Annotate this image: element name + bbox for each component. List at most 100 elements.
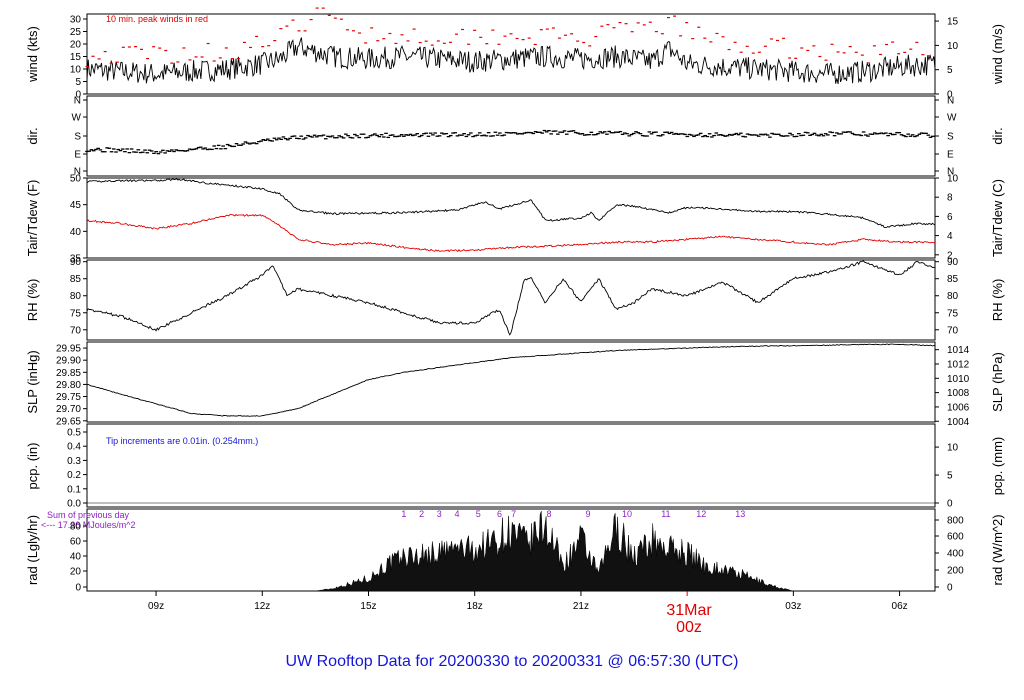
series-wind [86,37,936,85]
y-tick-label-right: E [947,150,954,161]
y-tick-label-left: 75 [70,308,82,319]
y-tick-label-left: 29.70 [56,404,81,415]
panel-frame-slp [86,341,936,423]
series-tair [86,178,936,229]
rad-marker: 6 [497,509,502,519]
rad-marker: 10 [622,509,632,519]
y-tick-label-left: 0.0 [67,499,81,510]
panel-frame-dir [86,95,936,177]
y-tick-label-left: 30 [70,15,82,26]
ylabel-slp-right: SLP (hPa) [990,352,1005,412]
y-tick-label-right: 4 [947,231,953,242]
date-label: 31Mar [666,602,712,619]
y-tick-label-right: 2 [947,250,953,261]
y-tick-label-right: 1012 [947,359,970,370]
x-tick-label: 15z [360,601,376,612]
y-tick-label-left: 29.90 [56,356,81,367]
y-tick-label-left: 29.95 [56,344,81,355]
rad-marker: 8 [547,509,552,519]
x-tick-label: 21z [573,601,589,612]
y-tick-label-left: 0 [75,583,81,594]
x-tick-label: 03z [785,601,801,612]
y-tick-label-right: N [947,167,954,178]
y-tick-label-left: 0.1 [67,484,81,495]
y-tick-label-right: 200 [947,566,964,577]
y-tick-label-left: 80 [70,291,82,302]
y-tick-label-right: 1008 [947,388,970,399]
series-slp [86,343,936,417]
panel-frame-pcp [86,423,936,508]
y-tick-label-left: 50 [70,174,82,185]
rad-marker: 13 [735,509,745,519]
y-tick-label-right: 1010 [947,374,970,385]
y-tick-label-right: 1014 [947,345,970,356]
y-tick-label-right: 70 [947,325,959,336]
rad-marker: 5 [476,509,481,519]
x-tick-label: 09z [148,601,164,612]
rad-sum-note-1: Sum of previous day [47,510,130,520]
ylabel-wind-right: wind (m/s) [990,24,1005,85]
chart-title: UW Rooftop Data for 20200330 to 20200331… [286,653,739,670]
y-tick-label-right: 600 [947,532,964,543]
ylabel-dir-left: dir. [25,127,40,144]
y-tick-label-right: 5 [947,65,953,76]
ylabel-slp-left: SLP (inHg) [25,350,40,413]
y-tick-label-left: 0.4 [67,442,81,453]
y-tick-label-left: 5 [75,77,81,88]
rad-marker: 11 [661,509,670,519]
ylabel-rh-right: RH (%) [990,279,1005,322]
ylabel-rad-right: rad (W/m^2) [990,514,1005,585]
y-tick-label-right: 0 [947,90,953,101]
y-tick-label-left: 0.5 [67,428,81,439]
y-tick-label-left: 29.65 [56,416,81,427]
ylabel-rh-left: RH (%) [25,279,40,322]
y-tick-label-left: 0.2 [67,470,81,481]
y-tick-label-right: 90 [947,257,959,268]
y-tick-label-right: 0 [947,583,953,594]
y-tick-label-right: 1004 [947,417,970,428]
series-rh [86,260,936,336]
y-tick-label-left: 20 [70,40,82,51]
ylabel-temp-left: Tair/Tdew (F) [25,180,40,257]
y-tick-label-left: 0 [75,90,81,101]
y-tick-label-left: 0.3 [67,456,81,467]
y-tick-label-left: 90 [70,257,82,268]
rad-marker: 2 [419,509,424,519]
ylabel-wind-left: wind (kts) [25,26,40,83]
y-tick-label-left: 20 [70,567,82,578]
ylabel-rad-left: rad (Lgly/hr) [25,515,40,585]
y-tick-label-left: 40 [70,552,82,563]
y-tick-label-right: 800 [947,516,964,527]
y-tick-label-right: 5 [947,471,953,482]
y-tick-label-left: 29.85 [56,368,81,379]
x-tick-label: 12z [254,601,270,612]
ylabel-temp-right: Tair/Tdew (C) [990,179,1005,257]
y-tick-label-right: 1006 [947,402,970,413]
y-tick-label-left: 10 [70,65,82,76]
y-tick-label-right: 15 [947,17,959,28]
y-tick-label-left: 80 [70,522,82,533]
y-tick-label-right: 75 [947,308,959,319]
y-tick-label-left: S [74,132,81,143]
date-sub-label: 00z [676,619,702,636]
series-rad [87,511,935,592]
x-tick-label: 06z [892,601,908,612]
panel-frame-rh [86,259,936,341]
y-tick-label-left: W [72,113,82,124]
y-tick-label-left: 60 [70,537,82,548]
y-tick-label-right: 10 [947,443,959,454]
rad-marker: 1 [401,509,406,519]
y-tick-label-left: 35 [70,254,82,265]
rad-marker: 12 [696,509,706,519]
y-tick-label-left: 45 [70,200,82,211]
panel-frame-temp [86,177,936,259]
rad-marker: 9 [586,509,591,519]
ylabel-dir-right: dir. [990,127,1005,144]
y-tick-label-right: 10 [947,174,959,185]
chart-marks: 051015202530051015NESWNNESWN354045502468… [56,7,970,612]
wind-peak-note: 10 min. peak winds in red [106,14,208,24]
y-tick-label-right: N [947,96,954,107]
rad-marker: 7 [511,509,516,519]
y-tick-label-right: W [947,113,957,124]
